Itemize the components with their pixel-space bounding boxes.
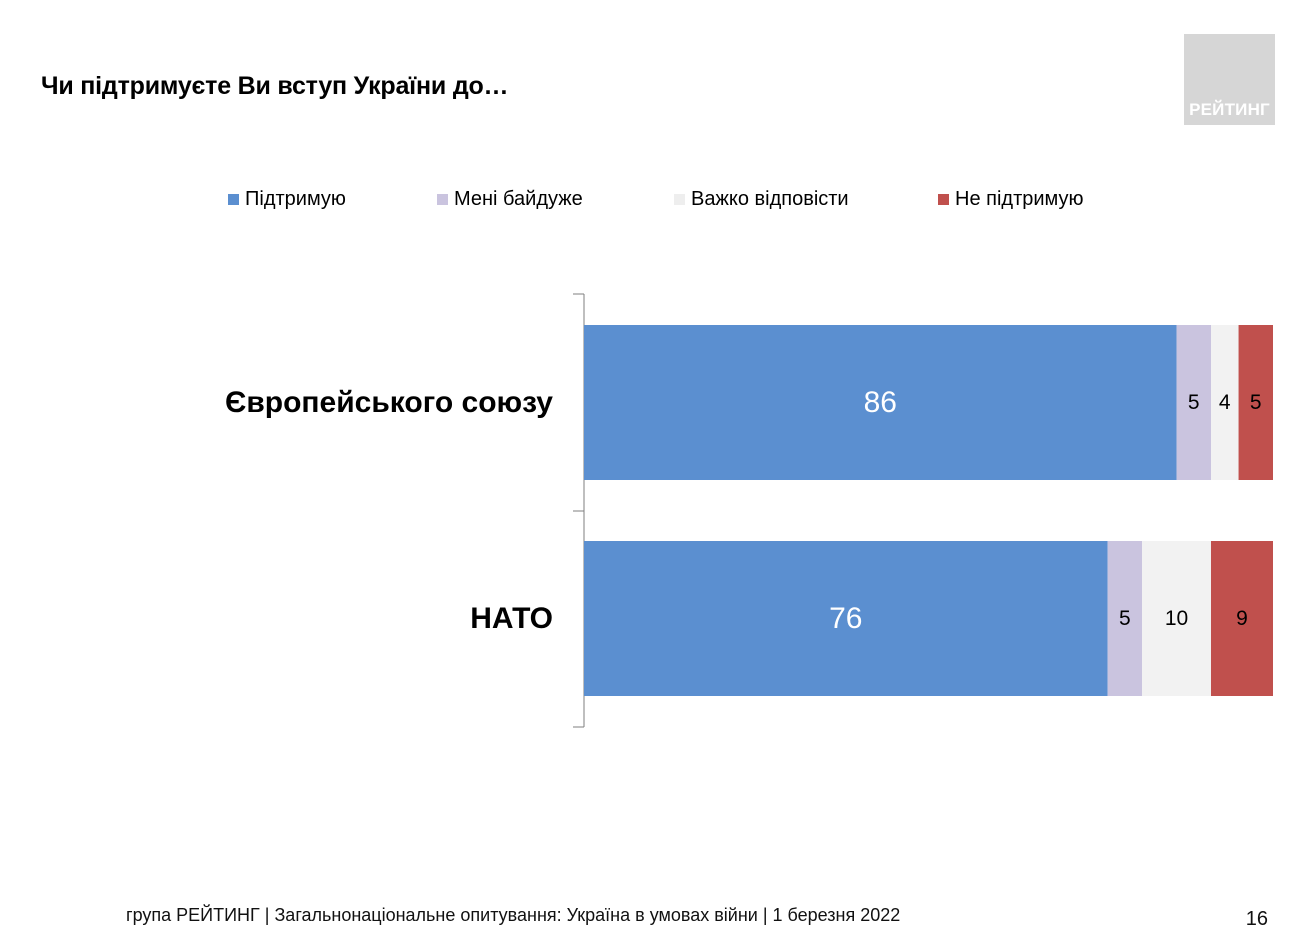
legend-item-0: Підтримую xyxy=(228,188,346,211)
data-label-1-1: 5 xyxy=(1119,607,1131,630)
bar-0-2 xyxy=(1210,325,1239,480)
data-label-1-0: 76 xyxy=(829,602,862,635)
data-label-1-3: 9 xyxy=(1236,607,1248,630)
legend-label-2: Важко відповісти xyxy=(691,188,849,210)
footer-source: група РЕЙТИНГ | Загальнонаціональне опит… xyxy=(126,905,901,925)
data-label-0-3: 5 xyxy=(1250,391,1262,414)
data-labels: 86 5 4 576 5 10 9 xyxy=(829,386,1261,635)
legend-item-2: Важко відповісти xyxy=(674,188,849,211)
data-label-1-2: 10 xyxy=(1165,607,1188,630)
data-label-0-0: 86 xyxy=(864,386,897,419)
legend-swatch-3 xyxy=(938,194,949,205)
bar-0-0 xyxy=(584,325,1177,480)
bar-1-1 xyxy=(1107,541,1143,696)
page-title: Чи підтримуєте Ви вступ України до… xyxy=(41,72,509,100)
page-number: 16 xyxy=(1245,908,1268,930)
bars xyxy=(584,325,1273,696)
logo: РЕЙТИНГ xyxy=(1184,34,1275,125)
bar-1-0 xyxy=(584,541,1108,696)
legend-item-3: Не підтримую xyxy=(938,188,1084,211)
category-label-1: НАТО xyxy=(470,602,553,635)
legend-label-3: Не підтримую xyxy=(955,188,1084,210)
logo-text: РЕЙТИНГ xyxy=(1189,100,1270,119)
data-label-0-1: 5 xyxy=(1188,391,1200,414)
category-axis xyxy=(573,293,585,728)
category-label-0: Європейського союзу xyxy=(225,386,553,419)
category-labels: Європейського союзу НАТО xyxy=(225,386,553,635)
legend-label-0: Підтримую xyxy=(245,188,346,210)
legend-label-1: Мені байдуже xyxy=(454,188,583,210)
bar-1-2 xyxy=(1142,541,1211,696)
bar-1-3 xyxy=(1210,541,1273,696)
bar-0-1 xyxy=(1176,325,1211,480)
data-label-0-2: 4 xyxy=(1219,391,1231,414)
legend-swatch-1 xyxy=(437,194,448,205)
legend-swatch-2 xyxy=(674,194,685,205)
chart-legend: Підтримую Мені байдуже Важко відповісти … xyxy=(0,188,1300,216)
bar-0-3 xyxy=(1238,325,1273,480)
legend-swatch-0 xyxy=(228,194,239,205)
legend-item-1: Мені байдуже xyxy=(437,188,583,211)
